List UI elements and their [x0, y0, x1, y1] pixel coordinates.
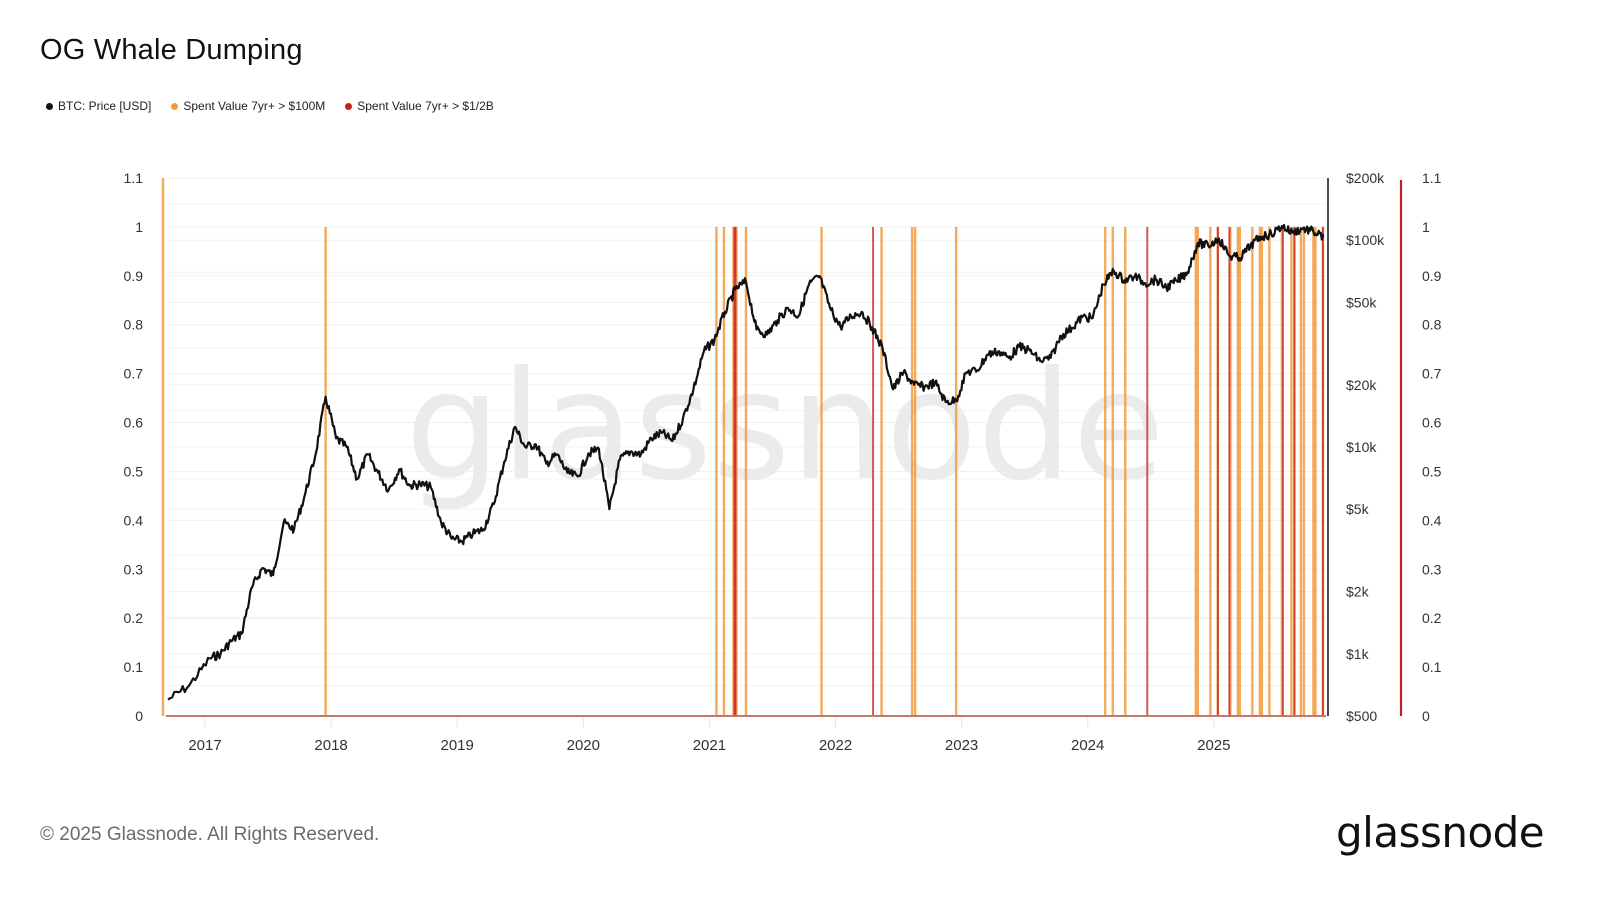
legend-dot-black-icon: [46, 102, 53, 110]
y-right-tick-label: 0.4: [1422, 512, 1442, 528]
y-right-tick-label: 0.7: [1422, 366, 1442, 382]
x-tick-label: 2023: [945, 737, 978, 754]
y-right-tick-label: 0.5: [1422, 463, 1442, 479]
y-right-tick-label: 1.1: [1422, 170, 1442, 186]
chart-legend: BTC: Price [USD] Spent Value 7yr+ > $100…: [46, 99, 494, 113]
x-tick-label: 2021: [693, 737, 726, 754]
left-y-axis: 0 0.1 0.2 0.3 0.4 0.5 0.6 0.7 0.8 0.9 1 1.1: [124, 170, 144, 724]
price-tick-label: $5k: [1346, 501, 1370, 517]
glassnode-logo[interactable]: glassnode: [1336, 808, 1545, 857]
price-tick-label: $1k: [1346, 646, 1370, 662]
legend-item-btc-price[interactable]: BTC: Price [USD]: [46, 99, 151, 113]
y-right-tick-label: 0.6: [1422, 415, 1442, 431]
x-tick-label: 2018: [314, 737, 347, 754]
price-tick-label: $200k: [1346, 170, 1385, 186]
legend-label: Spent Value 7yr+ > $100M: [183, 99, 326, 113]
right-y-axis: 0 0.1 0.2 0.3 0.4 0.5 0.6 0.7 0.8 0.9 1 1.1: [1422, 170, 1442, 724]
price-tick-label: $500: [1346, 708, 1377, 724]
y-tick-label: 0.2: [124, 610, 144, 626]
legend-dot-orange-icon: [171, 102, 179, 110]
price-tick-label: $10k: [1346, 439, 1377, 455]
y-tick-label: 0.4: [124, 512, 144, 528]
x-tick-label: 2020: [567, 737, 600, 754]
legend-label: Spent Value 7yr+ > $1/2B: [357, 99, 494, 113]
price-tick-label: $100k: [1346, 232, 1385, 248]
legend-dot-red-icon: [345, 102, 353, 110]
y-tick-label: 0: [135, 708, 143, 724]
y-tick-label: 0.5: [124, 463, 144, 479]
x-tick-label: 2025: [1197, 737, 1230, 754]
copyright-text: © 2025 Glassnode. All Rights Reserved.: [40, 824, 380, 845]
legend-label: BTC: Price [USD]: [58, 99, 152, 113]
y-tick-label: 0.9: [124, 268, 144, 284]
price-tick-label: $2k: [1346, 584, 1370, 600]
x-axis: 2017 2018 2019 2020 2021 2022 2023 2024 2025: [188, 718, 1230, 754]
y-tick-label: 0.3: [124, 561, 144, 577]
btc-price-line: [167, 223, 1325, 701]
y-right-tick-label: 0.1: [1422, 659, 1442, 675]
price-tick-label: $50k: [1346, 294, 1377, 310]
legend-item-spent-half-b[interactable]: Spent Value 7yr+ > $1/2B: [345, 99, 494, 113]
x-tick-label: 2019: [441, 737, 474, 754]
y-right-tick-label: 0: [1422, 708, 1430, 724]
y-tick-label: 1.1: [124, 170, 144, 186]
y-tick-label: 0.1: [124, 659, 144, 675]
x-tick-label: 2024: [1071, 737, 1104, 754]
y-tick-label: 0.8: [124, 317, 144, 333]
price-y-axis: $500 $1k $2k $5k $10k $20k $50k $100k $200k: [1346, 170, 1385, 724]
x-tick-label: 2017: [188, 737, 221, 754]
y-tick-label: 1: [135, 219, 143, 235]
price-tick-label: $20k: [1346, 377, 1377, 393]
y-tick-label: 0.7: [124, 366, 144, 382]
x-tick-label: 2022: [819, 737, 852, 754]
watermark: glassnode: [405, 340, 1164, 514]
legend-item-spent-100m[interactable]: Spent Value 7yr+ > $100M: [171, 99, 325, 113]
event-bars-half-b: [733, 226, 1324, 716]
y-tick-label: 0.6: [124, 415, 144, 431]
y-right-tick-label: 1: [1422, 219, 1430, 235]
y-right-tick-label: 0.3: [1422, 561, 1442, 577]
y-right-tick-label: 0.2: [1422, 610, 1442, 626]
y-right-tick-label: 0.9: [1422, 268, 1442, 284]
y-right-tick-label: 0.8: [1422, 317, 1442, 333]
chart-title: OG Whale Dumping: [40, 34, 303, 66]
